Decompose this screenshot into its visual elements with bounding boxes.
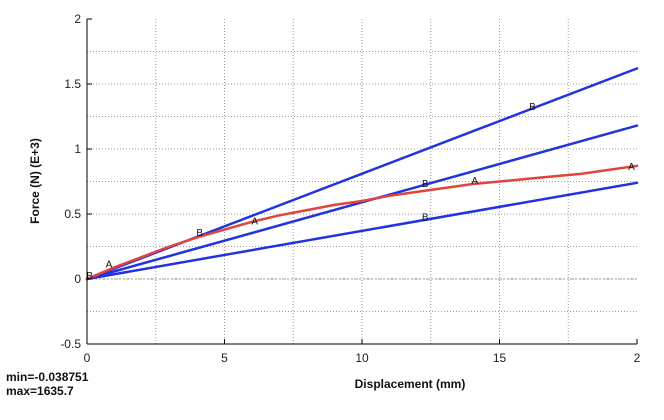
series-line-3: [85, 164, 639, 281]
y-tick-label: 2: [74, 12, 81, 26]
x-tick-label: 10: [355, 351, 369, 365]
marker-a: A: [251, 217, 258, 228]
series-layer: [85, 67, 639, 281]
series-line-1: [85, 124, 639, 281]
markers: B B A A B A B A B: [86, 102, 635, 282]
min-value: min=-0.038751: [6, 370, 89, 384]
marker-a: A: [471, 176, 478, 187]
y-tick-label: 0.5: [64, 207, 81, 221]
marker-b: B: [422, 213, 429, 224]
x-tick-label: 15: [493, 351, 507, 365]
marker-a: A: [628, 162, 635, 173]
axes: [86, 18, 638, 345]
x-tick-label: 5: [221, 351, 228, 365]
y-tick-label: 1.5: [64, 77, 81, 91]
x-tick-label: 2: [634, 351, 641, 365]
marker-b: B: [529, 102, 536, 113]
marker-a: A: [106, 259, 113, 270]
marker-b: B: [86, 271, 93, 282]
max-value: max=1635.7: [6, 384, 74, 398]
tick-labels: 0 5 10 15 2-0.500.511.52: [60, 12, 640, 365]
y-tick-label: 0: [74, 272, 81, 286]
marker-b: B: [196, 228, 203, 239]
y-tick-label: 1: [74, 142, 81, 156]
y-axis-title: Force (N) (E+3): [28, 138, 42, 224]
marker-b: B: [422, 179, 429, 190]
y-tick-label: -0.5: [60, 337, 81, 351]
series-line-2: [85, 181, 639, 281]
x-axis-title: Displacement (mm): [355, 377, 466, 391]
x-tick-label: 0: [84, 351, 91, 365]
